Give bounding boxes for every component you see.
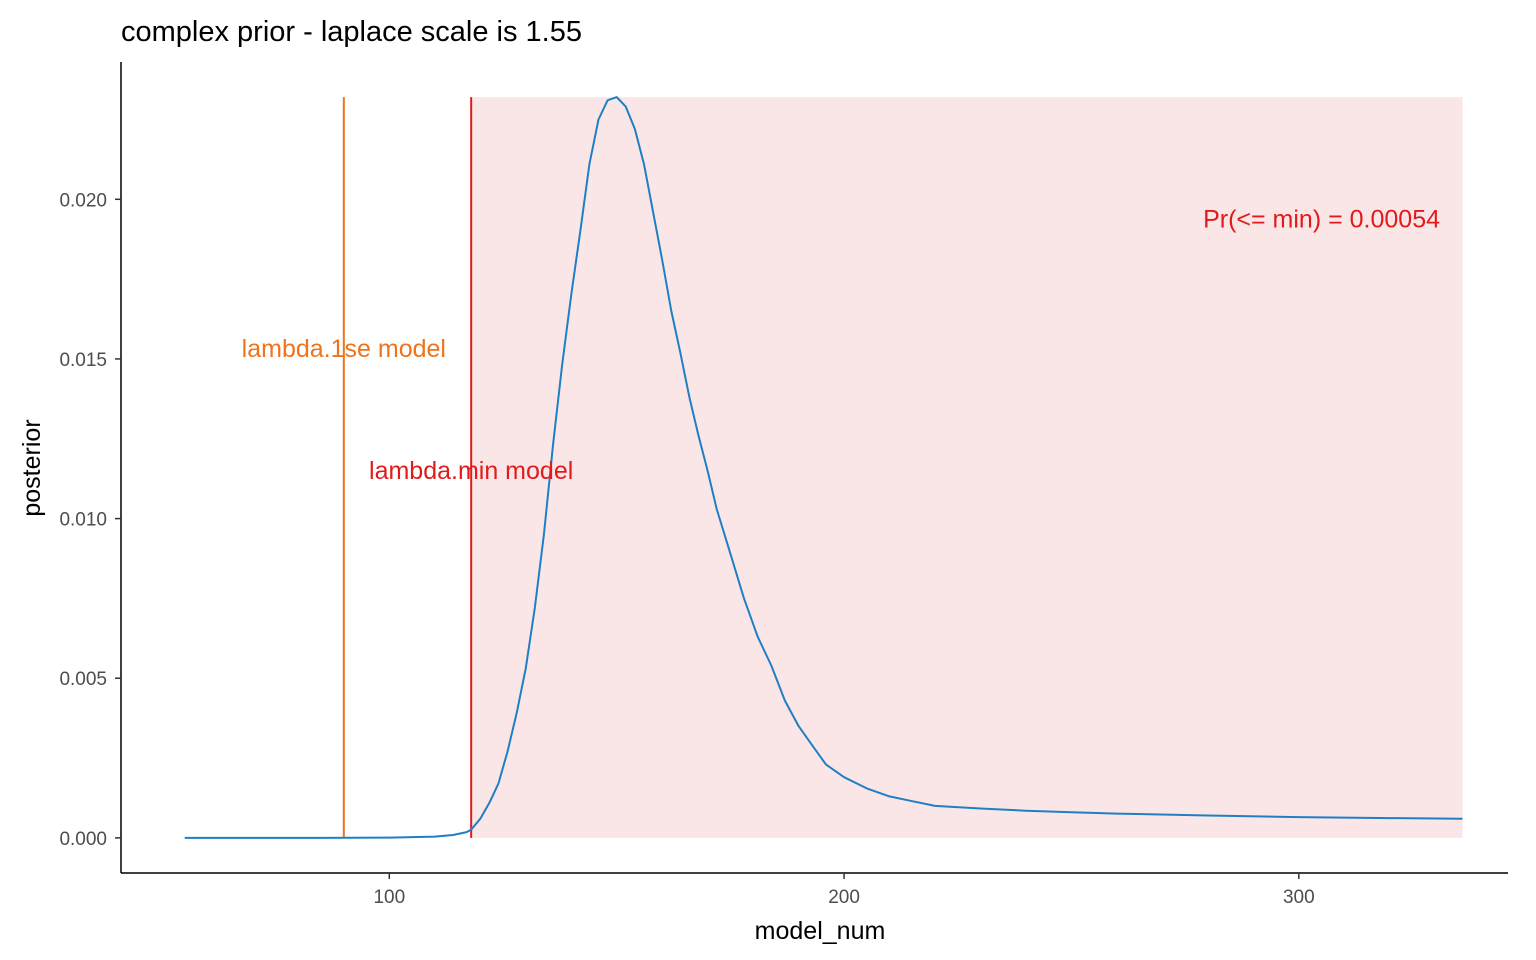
y-tick-label: 0.015 — [59, 350, 107, 371]
y-tick-label: 0.010 — [59, 510, 107, 531]
x-tick-label: 300 — [1283, 887, 1315, 908]
y-tick-label: 0.020 — [59, 190, 107, 211]
label-lambda-1se: lambda.1se model — [242, 335, 446, 363]
chart-title: complex prior - laplace scale is 1.55 — [121, 16, 582, 48]
probability-annotation: Pr(<= min) = 0.00054 — [1203, 205, 1440, 233]
y-tick-label: 0.000 — [59, 829, 107, 850]
shaded-region — [471, 97, 1463, 838]
plot-area: lambda.1se model lambda.min model Pr(<= mi… — [59, 62, 1508, 908]
x-axis-title: model_num — [755, 917, 886, 945]
y-tick-label: 0.005 — [59, 669, 107, 690]
x-tick-label: 100 — [373, 887, 405, 908]
label-lambda-min: lambda.min model — [369, 457, 573, 485]
posterior-line — [184, 96, 1463, 839]
y-axis-title: posterior — [18, 419, 46, 516]
x-tick-label: 200 — [828, 887, 860, 908]
